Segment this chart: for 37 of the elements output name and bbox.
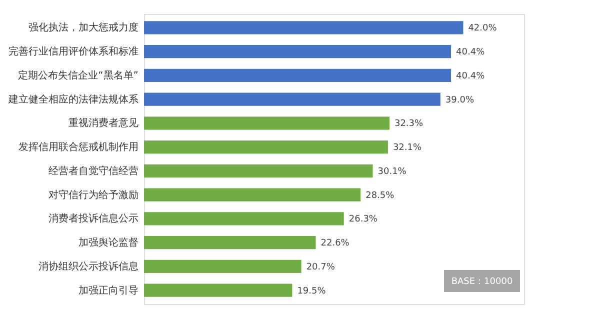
bar: [144, 45, 452, 58]
annotation: BASE：10000: [451, 277, 513, 287]
bar: [144, 140, 388, 154]
y-tick-label: 定期公布失信企业“黑名单”: [18, 69, 138, 82]
y-tick-label: 加强正向引导: [78, 284, 138, 296]
bar: [144, 164, 373, 178]
y-tick-label: 强化执法，加大惩戒力度: [28, 22, 138, 34]
bar: [144, 188, 361, 202]
data-label: 19.5%: [297, 286, 326, 296]
data-label: 40.4%: [456, 48, 486, 58]
bar: [144, 260, 302, 273]
y-tick-label: 建立健全相应的法律法规体系: [8, 93, 138, 106]
y-tick-label: 消费者投诉信息公示: [48, 212, 138, 225]
bar: [144, 68, 452, 82]
bar: [144, 116, 390, 130]
data-label: 32.1%: [392, 143, 422, 154]
data-label: 32.3%: [394, 119, 424, 130]
y-tick-label: 加强舆论监督: [78, 236, 138, 249]
bar: [144, 284, 292, 297]
y-tick-label: 经营者自觉守信经营: [48, 164, 138, 177]
y-tick-label: 发挥信用联合惩戒机制作用: [18, 141, 138, 154]
data-label: 40.4%: [456, 71, 486, 82]
y-tick-label: 重视消费者意见: [68, 117, 138, 130]
data-label: 22.6%: [320, 238, 350, 249]
y-tick-label: 完善行业信用评价体系和标准: [8, 46, 138, 58]
bar: [144, 236, 316, 250]
data-label: 26.3%: [348, 214, 378, 225]
bar: [144, 92, 440, 106]
data-label: 39.0%: [445, 95, 474, 106]
y-tick-label: 消协组织公示投诉信息: [38, 260, 138, 272]
y-tick-label: 对守信行为给予激励: [48, 188, 138, 201]
bar: [144, 212, 344, 226]
data-label: 20.7%: [306, 262, 336, 272]
data-label: 30.1%: [378, 166, 407, 177]
data-label: 28.5%: [366, 190, 395, 201]
bar: [144, 21, 464, 34]
data-label: 42.0%: [468, 24, 498, 34]
